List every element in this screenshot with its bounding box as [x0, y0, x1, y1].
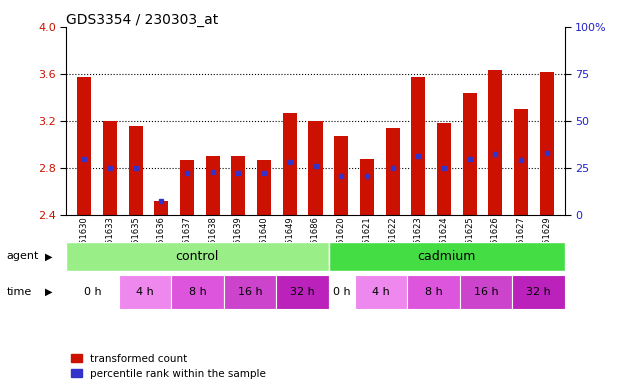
Text: ▶: ▶ — [45, 251, 53, 262]
Bar — [103, 121, 117, 215]
Text: 8 h: 8 h — [425, 287, 442, 297]
Bar — [66, 242, 329, 271]
Bar — [309, 121, 322, 215]
Bar — [171, 275, 223, 309]
Text: 0 h: 0 h — [333, 287, 351, 297]
Bar — [283, 113, 297, 215]
Bar — [154, 201, 168, 215]
Text: 16 h: 16 h — [238, 287, 262, 297]
Text: 16 h: 16 h — [474, 287, 498, 297]
Text: ▶: ▶ — [45, 287, 53, 297]
Bar — [386, 128, 399, 215]
Bar — [223, 275, 276, 309]
Bar — [437, 123, 451, 215]
Text: 4 h: 4 h — [372, 287, 390, 297]
Bar — [180, 160, 194, 215]
Text: 8 h: 8 h — [189, 287, 206, 297]
Bar — [488, 70, 502, 215]
Bar — [329, 242, 565, 271]
Text: 32 h: 32 h — [526, 287, 551, 297]
Bar — [119, 275, 171, 309]
Bar — [512, 275, 565, 309]
Text: agent: agent — [6, 251, 38, 262]
Bar — [514, 109, 528, 215]
Text: control: control — [176, 250, 219, 263]
Bar — [206, 156, 220, 215]
Bar — [355, 275, 408, 309]
Bar — [408, 275, 460, 309]
Bar — [129, 126, 143, 215]
Bar — [77, 78, 91, 215]
Bar — [66, 275, 119, 309]
Bar — [232, 156, 245, 215]
Text: time: time — [6, 287, 32, 297]
Legend: transformed count, percentile rank within the sample: transformed count, percentile rank withi… — [71, 354, 266, 379]
Bar — [540, 71, 554, 215]
Text: 4 h: 4 h — [136, 287, 154, 297]
Bar — [334, 136, 348, 215]
Bar — [411, 78, 425, 215]
Text: 32 h: 32 h — [290, 287, 315, 297]
Bar — [276, 275, 329, 309]
Bar — [360, 159, 374, 215]
Bar — [329, 275, 355, 309]
Bar — [463, 93, 477, 215]
Text: cadmium: cadmium — [418, 250, 476, 263]
Text: GDS3354 / 230303_at: GDS3354 / 230303_at — [66, 13, 218, 27]
Bar — [257, 160, 271, 215]
Text: 0 h: 0 h — [84, 287, 102, 297]
Bar — [460, 275, 512, 309]
